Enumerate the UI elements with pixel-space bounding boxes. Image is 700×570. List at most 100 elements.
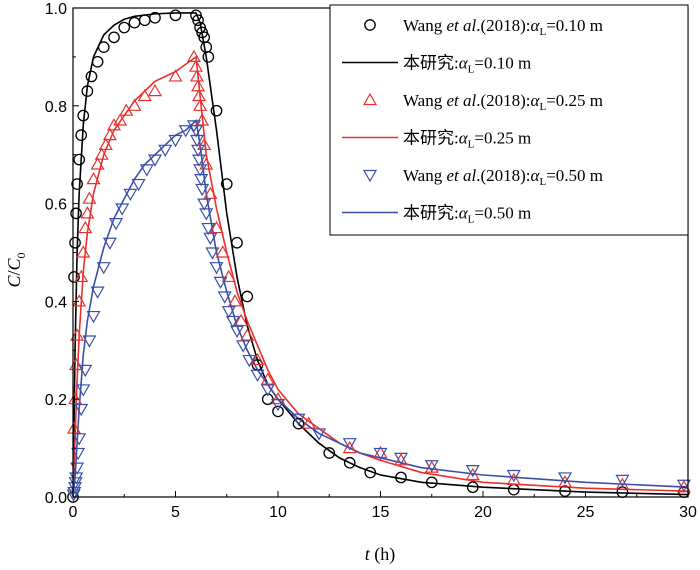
- legend-text-alpha: α: [531, 16, 541, 35]
- data-point: [191, 144, 206, 158]
- legend-text-value: =0.25 m: [474, 129, 531, 148]
- data-point: [90, 157, 105, 170]
- legend-marker-3: [362, 92, 378, 106]
- x-label-var: t: [365, 544, 371, 564]
- data-point: [393, 452, 409, 466]
- legend-text-pre: Wang: [403, 91, 446, 110]
- data-point: [66, 421, 82, 434]
- legend-text-alpha: α: [459, 54, 469, 73]
- series-points-3: [66, 120, 691, 502]
- series-points-2: [66, 49, 691, 493]
- data-point: [68, 391, 83, 405]
- x-tick-label: 0: [69, 504, 78, 521]
- data-point: [82, 191, 97, 204]
- data-point: [342, 438, 357, 451]
- data-point: [109, 218, 124, 231]
- data-point: [193, 98, 208, 111]
- x-label-unit: (h): [370, 544, 396, 565]
- y-tick-label: 0.2: [45, 392, 67, 409]
- legend-text-alpha-sub: L: [468, 214, 475, 226]
- data-point: [128, 16, 141, 29]
- data-point: [85, 70, 98, 83]
- legend-text-italic: et al: [446, 166, 476, 185]
- data-point: [81, 85, 94, 97]
- data-point: [77, 109, 90, 122]
- legend-text-mid: .(2018):: [476, 91, 530, 110]
- data-point: [373, 447, 388, 461]
- legend-label-1: Wang et al.(2018):αL=0.10 m: [403, 16, 603, 38]
- data-point: [676, 479, 691, 492]
- data-point: [466, 481, 479, 494]
- data-point: [209, 262, 224, 275]
- data-point: [236, 340, 251, 353]
- data-point: [168, 69, 183, 82]
- data-point: [229, 325, 245, 338]
- data-point: [86, 310, 101, 324]
- data-point: [323, 447, 336, 459]
- data-point: [234, 313, 249, 327]
- legend-text-value: =0.50 m: [546, 166, 603, 185]
- data-point: [194, 174, 209, 187]
- data-point: [557, 475, 573, 488]
- y-label-denominator: C: [4, 257, 24, 270]
- legend-box: [329, 4, 689, 236]
- data-point: [507, 483, 520, 496]
- data-point: [147, 83, 163, 97]
- legend-text-pre: 本研究:: [403, 54, 459, 73]
- data-point: [343, 456, 356, 469]
- data-point: [169, 9, 182, 22]
- legend-text-value: =0.25 m: [546, 91, 603, 110]
- data-point: [213, 276, 228, 290]
- legend-label-4: 本研究:αL=0.25 m: [403, 129, 531, 151]
- legend-label-3: Wang et al.(2018):αL=0.25 m: [403, 91, 603, 113]
- legend-text-alpha-sub: L: [539, 176, 546, 188]
- data-point: [199, 157, 214, 170]
- data-point: [86, 171, 101, 185]
- data-point: [71, 447, 86, 461]
- axes-layer: 0 5 10 15 20 25 30 0.0 0.2 0.4 0.6 0.8 1.0: [45, 1, 697, 521]
- legend-text-alpha-sub: L: [468, 139, 475, 151]
- data-point: [203, 232, 218, 246]
- data-point: [215, 245, 230, 258]
- data-point: [242, 354, 257, 368]
- data-point: [158, 144, 173, 158]
- data-point: [67, 487, 82, 500]
- legend-text-value: =0.50 m: [474, 204, 531, 223]
- data-point: [90, 286, 105, 299]
- data-point: [202, 51, 215, 63]
- data-point: [272, 405, 284, 418]
- data-point: [70, 328, 85, 341]
- legend-text-mid: .(2018):: [476, 166, 530, 185]
- data-point: [137, 88, 152, 102]
- y-tick-label: 1.0: [45, 1, 67, 18]
- data-point: [192, 14, 204, 27]
- data-point: [80, 206, 95, 219]
- data-point: [205, 247, 220, 260]
- data-point: [178, 125, 193, 138]
- data-point: [199, 208, 214, 221]
- x-tick-label: 5: [171, 504, 180, 521]
- data-point: [71, 178, 83, 190]
- x-tick-label: 10: [269, 504, 287, 521]
- data-point: [615, 474, 630, 488]
- data-point: [292, 417, 305, 430]
- data-point: [197, 137, 212, 151]
- legend-marker-5: [362, 169, 378, 183]
- data-point: [210, 104, 223, 117]
- data-point: [69, 236, 81, 249]
- data-point: [270, 398, 286, 412]
- legend-label-6: 本研究:αL=0.50 m: [403, 204, 531, 226]
- data-point: [227, 294, 242, 307]
- data-point: [78, 364, 93, 378]
- data-point: [168, 134, 183, 148]
- data-point: [102, 127, 117, 141]
- data-point: [291, 413, 306, 426]
- y-axis-label: C/C0: [4, 252, 28, 287]
- data-point: [74, 269, 89, 283]
- legend-label-5: Wang et al.(2018):αL=0.50 m: [403, 166, 603, 188]
- data-point: [76, 384, 91, 397]
- legend-text-alpha: α: [459, 204, 469, 223]
- data-point: [221, 269, 236, 283]
- y-tick-label: 0.4: [45, 294, 67, 311]
- data-point: [73, 153, 86, 166]
